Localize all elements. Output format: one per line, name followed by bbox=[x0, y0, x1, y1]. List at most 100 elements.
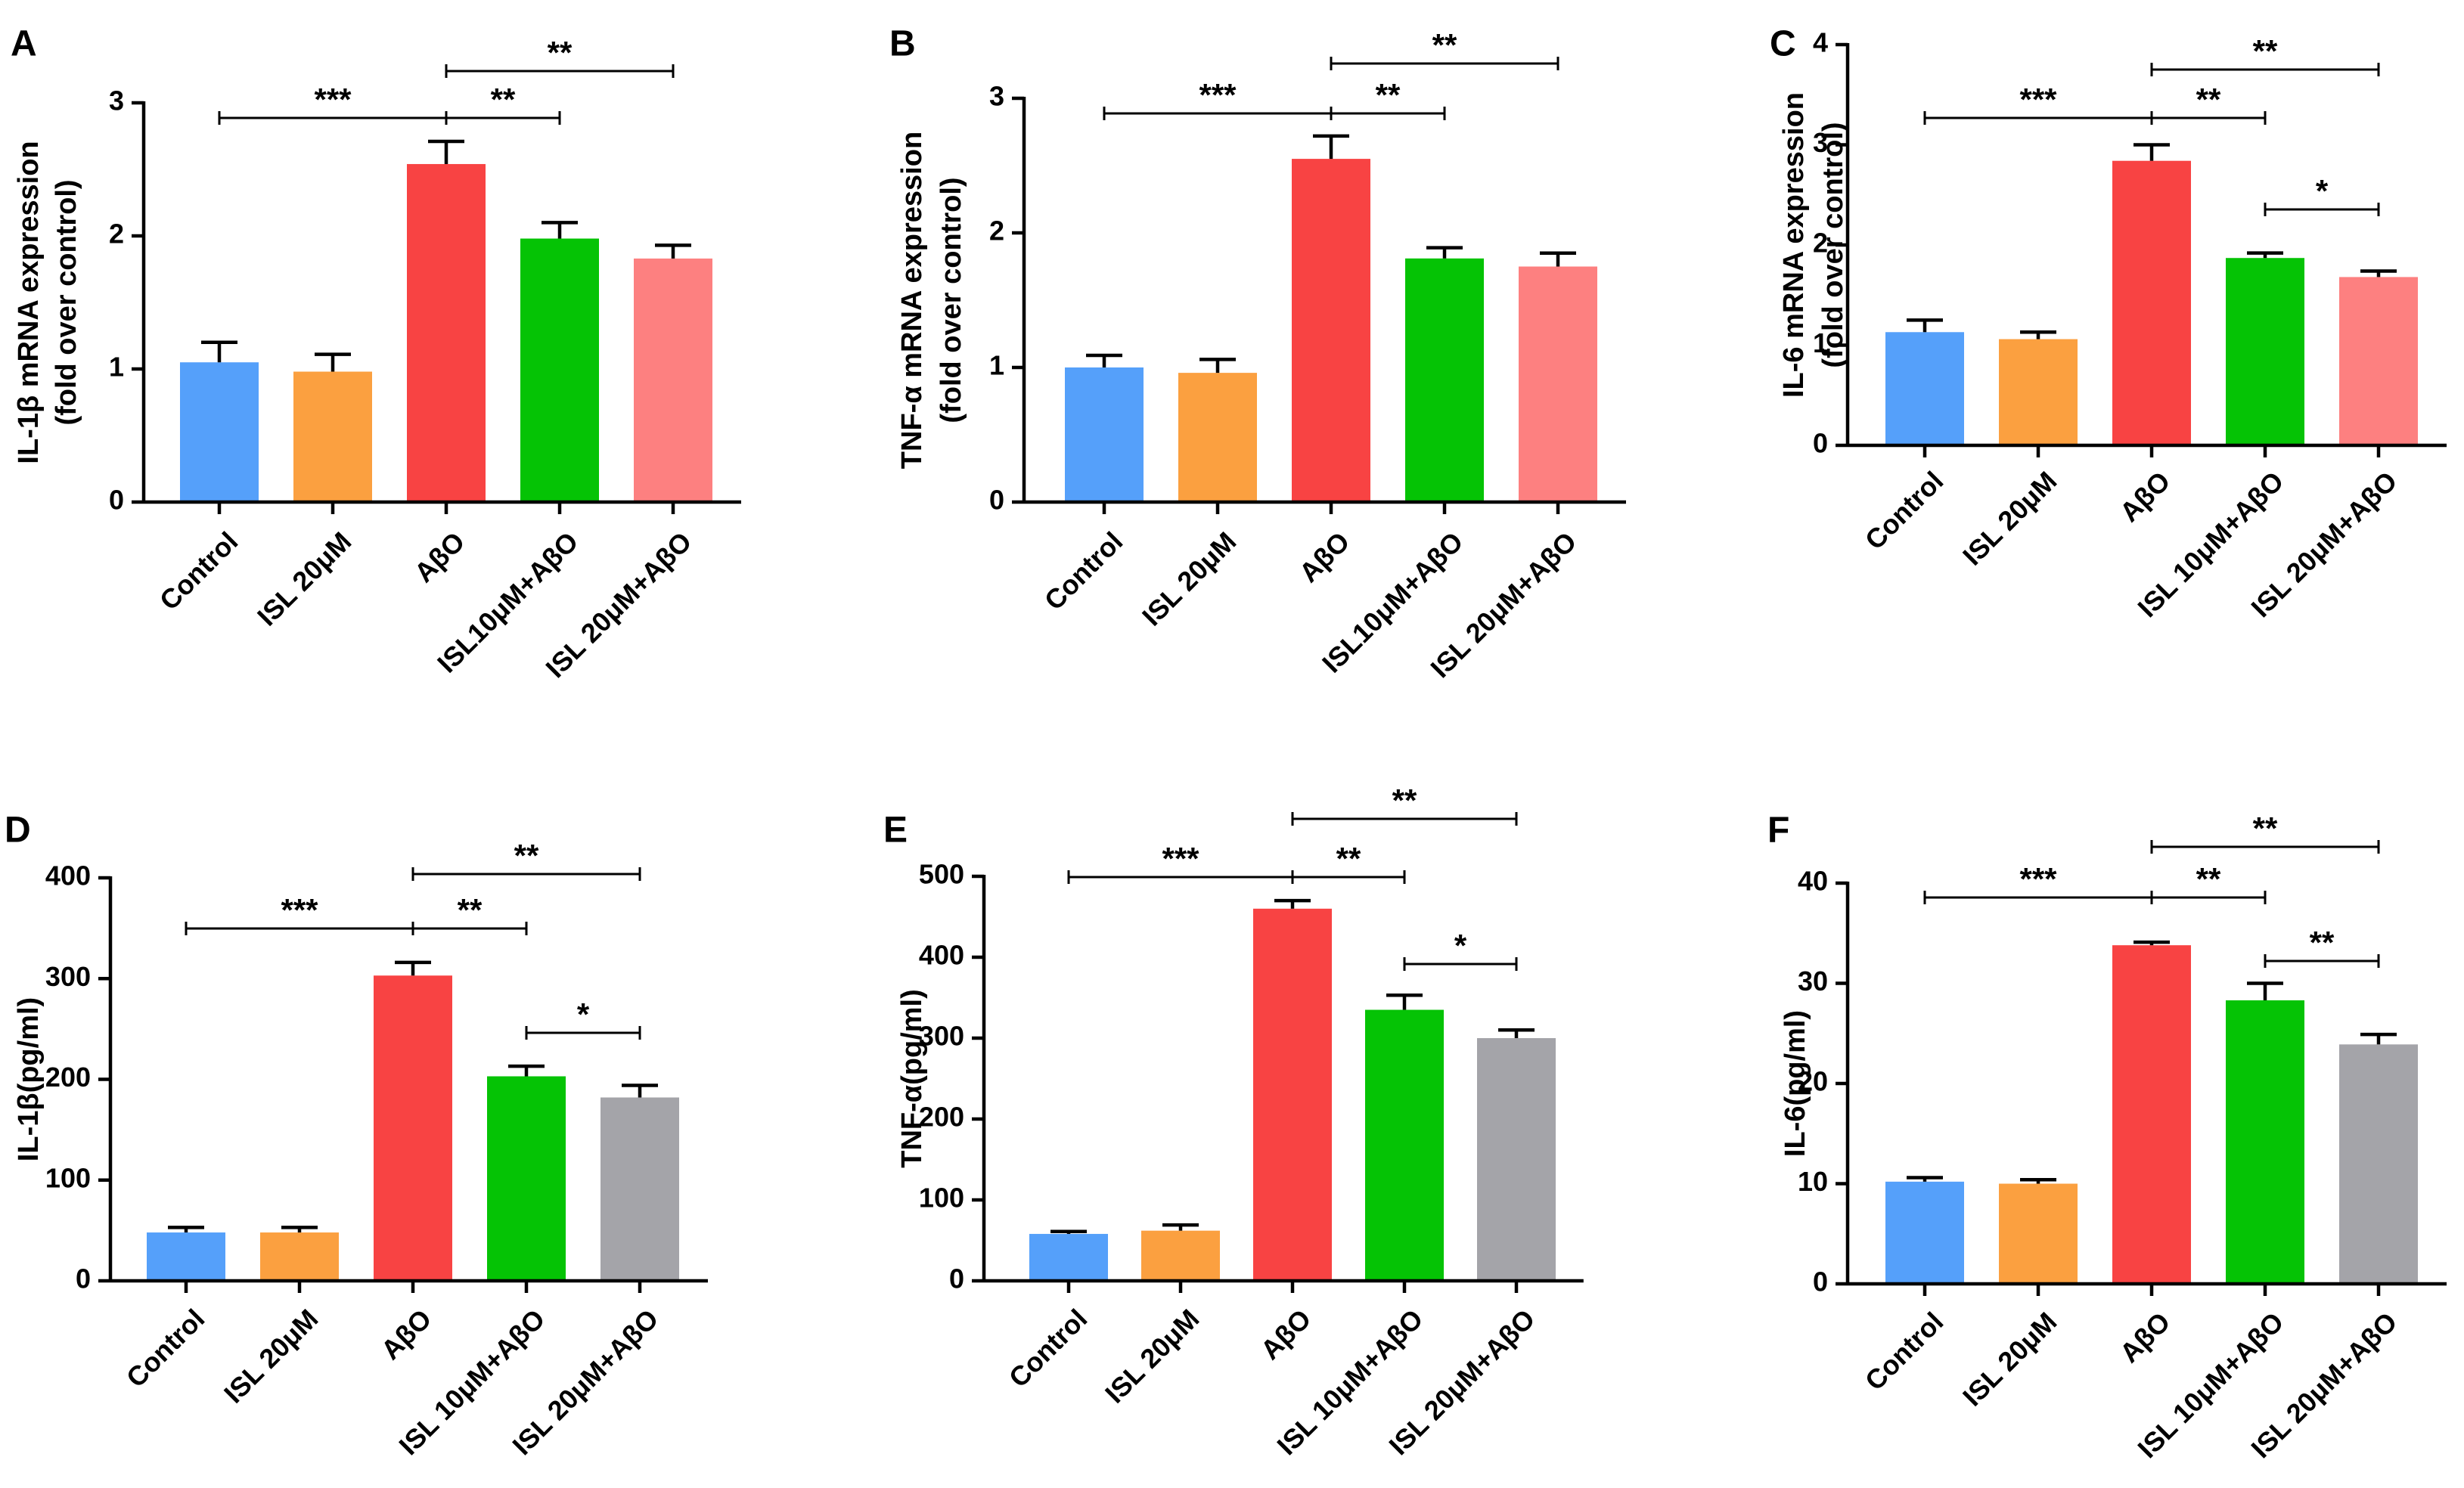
bar bbox=[487, 1076, 566, 1281]
bar bbox=[520, 238, 599, 502]
x-tick-label: AβO bbox=[1293, 525, 1356, 588]
bar bbox=[634, 258, 712, 502]
bar bbox=[1292, 159, 1370, 502]
significance-label: ** bbox=[458, 892, 483, 928]
bar bbox=[2112, 945, 2191, 1284]
y-tick-label: 0 bbox=[1813, 1266, 1828, 1297]
y-tick-label: 1 bbox=[1813, 327, 1828, 358]
x-tick-label: Control bbox=[1859, 1306, 1949, 1396]
bar bbox=[1999, 1183, 2078, 1284]
x-tick-label: Control bbox=[154, 525, 244, 615]
panel-letter: D bbox=[5, 811, 31, 851]
bar bbox=[147, 1232, 225, 1281]
significance-label: ** bbox=[491, 82, 516, 117]
y-tick-label: 0 bbox=[1813, 428, 1828, 459]
significance-label: ** bbox=[1336, 841, 1361, 876]
y-tick-label: 400 bbox=[45, 860, 91, 891]
bar bbox=[374, 975, 452, 1281]
x-tick-label: ISL 20μM bbox=[218, 1303, 324, 1409]
y-tick-label: 4 bbox=[1813, 27, 1828, 58]
x-tick-label: ISL 20μM bbox=[1957, 1306, 2062, 1412]
significance-label: ** bbox=[1376, 77, 1401, 113]
y-axis-label: IL-1β(pg/ml) bbox=[13, 997, 45, 1161]
bar bbox=[407, 163, 486, 502]
significance-label: *** bbox=[2019, 82, 2057, 117]
y-tick-label: 0 bbox=[76, 1263, 91, 1294]
significance-label: ** bbox=[2196, 861, 2221, 897]
bar bbox=[1519, 266, 1597, 502]
significance-label: * bbox=[2316, 173, 2329, 209]
x-tick-label: ISL 20μM bbox=[1099, 1303, 1205, 1409]
significance-label: *** bbox=[1162, 841, 1199, 876]
y-axis-label: IL-1β mRNA expression bbox=[13, 141, 45, 463]
chart-panel-e: E TNF-α(pg/ml) 0 100 200 300 400 500 Control ISL … bbox=[883, 783, 1584, 1461]
y-tick-label: 100 bbox=[919, 1183, 964, 1214]
y-axis-label: (fold over control) bbox=[936, 177, 967, 423]
significance-label: *** bbox=[2019, 861, 2057, 897]
y-tick-label: 0 bbox=[949, 1263, 964, 1294]
bar bbox=[2226, 258, 2304, 445]
x-tick-label: Control bbox=[1038, 525, 1128, 615]
bar bbox=[1477, 1038, 1556, 1281]
chart-panel-b: B TNF-α mRNA expression (fold over control… bbox=[889, 24, 1626, 684]
bar bbox=[1178, 373, 1257, 502]
chart-panel-d: D IL-1β(pg/ml) 0 100 200 300 400 Control ISL 20μ… bbox=[5, 811, 708, 1461]
y-axis-label: TNF-α mRNA expression bbox=[896, 132, 928, 469]
bar bbox=[1885, 332, 1964, 445]
y-tick-label: 200 bbox=[45, 1062, 91, 1093]
y-tick-label: 200 bbox=[919, 1102, 964, 1133]
bar bbox=[1405, 258, 1484, 502]
x-tick-label: Control bbox=[120, 1303, 210, 1393]
significance-label: ** bbox=[2310, 925, 2335, 960]
y-tick-label: 100 bbox=[45, 1162, 91, 1193]
x-tick-label: ISL 20μM bbox=[1136, 525, 1242, 631]
y-tick-label: 3 bbox=[1813, 127, 1828, 158]
significance-label: ** bbox=[1392, 783, 1417, 818]
bar bbox=[293, 371, 372, 502]
y-tick-label: 500 bbox=[919, 859, 964, 890]
y-axis-label: IL-6(pg/ml) bbox=[1780, 1010, 1811, 1157]
significance-label: *** bbox=[1199, 77, 1237, 113]
bar bbox=[1141, 1230, 1220, 1281]
x-tick-label: ISL 20μM bbox=[1957, 465, 2062, 571]
y-tick-label: 2 bbox=[1813, 228, 1828, 259]
significance-label: ** bbox=[2196, 82, 2221, 117]
x-tick-label: AβO bbox=[375, 1303, 438, 1366]
y-tick-label: 0 bbox=[109, 485, 124, 516]
y-tick-label: 10 bbox=[1798, 1166, 1828, 1197]
significance-label: * bbox=[577, 997, 590, 1032]
y-tick-label: 0 bbox=[989, 485, 1004, 516]
bar bbox=[1365, 1009, 1444, 1281]
x-tick-label: AβO bbox=[1255, 1303, 1317, 1366]
bar bbox=[2112, 160, 2191, 445]
x-tick-label: AβO bbox=[2114, 1306, 2177, 1369]
y-tick-label: 40 bbox=[1798, 866, 1828, 897]
bar bbox=[1999, 339, 2078, 445]
x-tick-label: ISL 20μM bbox=[251, 525, 357, 631]
significance-label: ** bbox=[2253, 811, 2278, 846]
significance-label: ** bbox=[2253, 33, 2278, 69]
bar bbox=[600, 1097, 679, 1281]
significance-label: * bbox=[1454, 928, 1467, 963]
y-tick-label: 1 bbox=[989, 350, 1004, 381]
significance-label: *** bbox=[314, 82, 352, 117]
x-tick-label: AβO bbox=[2114, 465, 2177, 528]
y-tick-label: 2 bbox=[109, 219, 124, 250]
bar bbox=[180, 362, 259, 502]
y-tick-label: 300 bbox=[45, 961, 91, 992]
chart-panel-c: CIL-6 mRNA expression (fold over control)… bbox=[1770, 24, 2447, 623]
y-tick-label: 2 bbox=[989, 215, 1004, 246]
bar bbox=[1885, 1181, 1964, 1284]
significance-label: ** bbox=[548, 35, 573, 70]
significance-label: *** bbox=[281, 892, 318, 928]
panel-letter: E bbox=[883, 811, 908, 851]
x-tick-label: Control bbox=[1003, 1303, 1093, 1393]
y-tick-label: 3 bbox=[989, 81, 1004, 112]
y-tick-label: 3 bbox=[109, 85, 124, 116]
y-tick-label: 400 bbox=[919, 940, 964, 971]
bar bbox=[1029, 1233, 1108, 1281]
bar bbox=[1253, 908, 1332, 1281]
chart-panel-a: A IL-1β mRNA expression (fold over control… bbox=[11, 24, 741, 684]
